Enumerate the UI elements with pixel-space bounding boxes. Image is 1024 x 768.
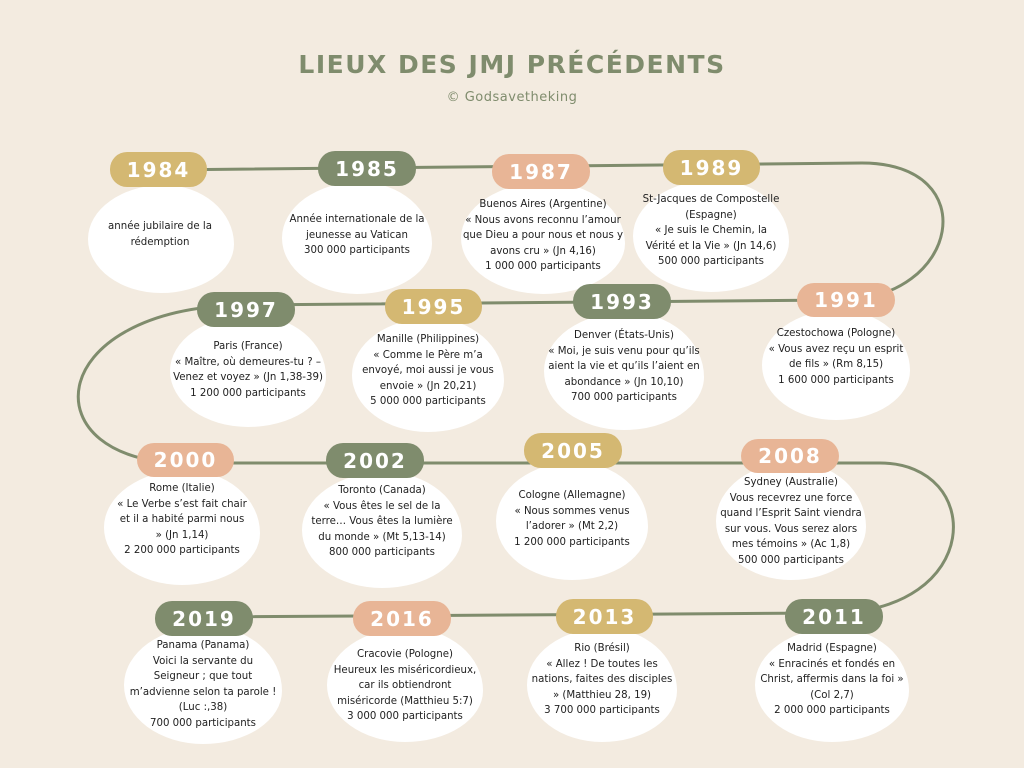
- year-badge: 1984: [110, 152, 207, 187]
- year-badge: 1989: [663, 150, 760, 185]
- event-description: Madrid (Espagne) « Enracinés et fondés e…: [760, 643, 904, 716]
- year-badge: 1987: [492, 154, 590, 189]
- year-badge: 2005: [524, 433, 622, 468]
- year-badge: 2019: [155, 601, 253, 636]
- event-description: Toronto (Canada) « Vous êtes le sel de l…: [311, 485, 453, 558]
- event-description: Sydney (Australie) Vous recevrez une for…: [720, 477, 862, 566]
- event-description: année jubilaire de la rédemption: [108, 221, 212, 248]
- year-badge: 2002: [326, 443, 424, 478]
- year-badge: 1985: [318, 151, 416, 186]
- event-description: Cracovie (Pologne) Heureux les miséricor…: [333, 649, 477, 722]
- event-description: Rome (Italie) « Le Verbe s’est fait chai…: [117, 483, 247, 556]
- event-description: Czestochowa (Pologne) « Vous avez reçu u…: [768, 328, 904, 386]
- year-badge: 1995: [385, 289, 482, 324]
- year-badge: 2013: [556, 599, 653, 634]
- event-description: Cologne (Allemagne) « Nous sommes venus …: [514, 490, 630, 548]
- year-badge: 1993: [573, 284, 671, 319]
- event-description: Paris (France) « Maître, où demeures-tu …: [173, 341, 323, 399]
- year-badge: 2016: [353, 601, 451, 636]
- page-title: LIEUX DES JMJ PRÉCÉDENTS: [298, 50, 726, 79]
- event-description: Panama (Panama) Voici la servante du Sei…: [129, 640, 277, 729]
- event-description: Denver (États-Unis) « Moi, je suis venu …: [548, 330, 700, 403]
- year-badge: 2008: [741, 439, 839, 473]
- year-badge: 1991: [797, 283, 895, 317]
- year-badge: 2011: [785, 599, 883, 634]
- event-description: Rio (Brésil) « Allez ! De toutes les nat…: [531, 643, 673, 716]
- copyright-credit: © Godsavetheking: [446, 90, 578, 105]
- event-description: Manille (Philippines) « Comme le Père m’…: [362, 334, 494, 407]
- event-description: Buenos Aires (Argentine) « Nous avons re…: [462, 199, 624, 272]
- year-badge: 2000: [137, 443, 234, 477]
- event-description: St-Jacques de Compostelle (Espagne) « Je…: [642, 194, 780, 267]
- event-description: Année internationale de la jeunesse au V…: [289, 214, 425, 256]
- year-badge: 1997: [197, 292, 295, 327]
